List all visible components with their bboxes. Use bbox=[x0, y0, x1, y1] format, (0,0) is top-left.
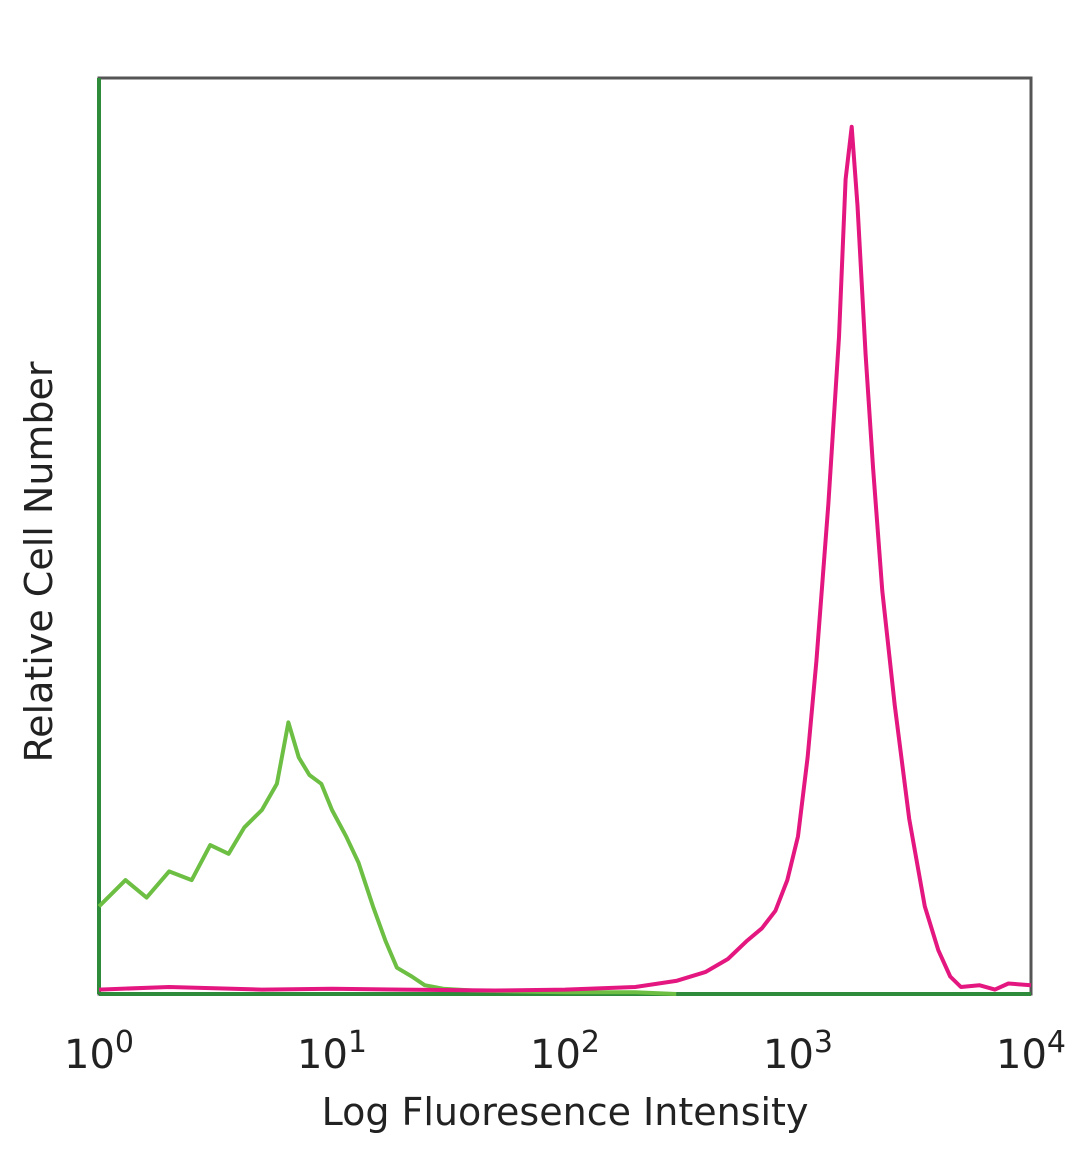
x-tick-label-2: 102 bbox=[530, 1025, 600, 1078]
x-tick-label-0: 100 bbox=[64, 1025, 134, 1078]
x-tick-label-4: 104 bbox=[996, 1025, 1066, 1078]
x-tick-labels: 100 101 102 103 104 bbox=[64, 1025, 1066, 1078]
y-axis-label: Relative Cell Number bbox=[17, 361, 61, 762]
x-tick-label-1: 101 bbox=[297, 1025, 367, 1078]
x-axis-label: Log Fluoresence Intensity bbox=[322, 1090, 809, 1134]
series-line-2 bbox=[98, 124, 1032, 993]
x-tick-label-3: 103 bbox=[763, 1025, 833, 1078]
plot-area bbox=[97, 76, 1033, 996]
